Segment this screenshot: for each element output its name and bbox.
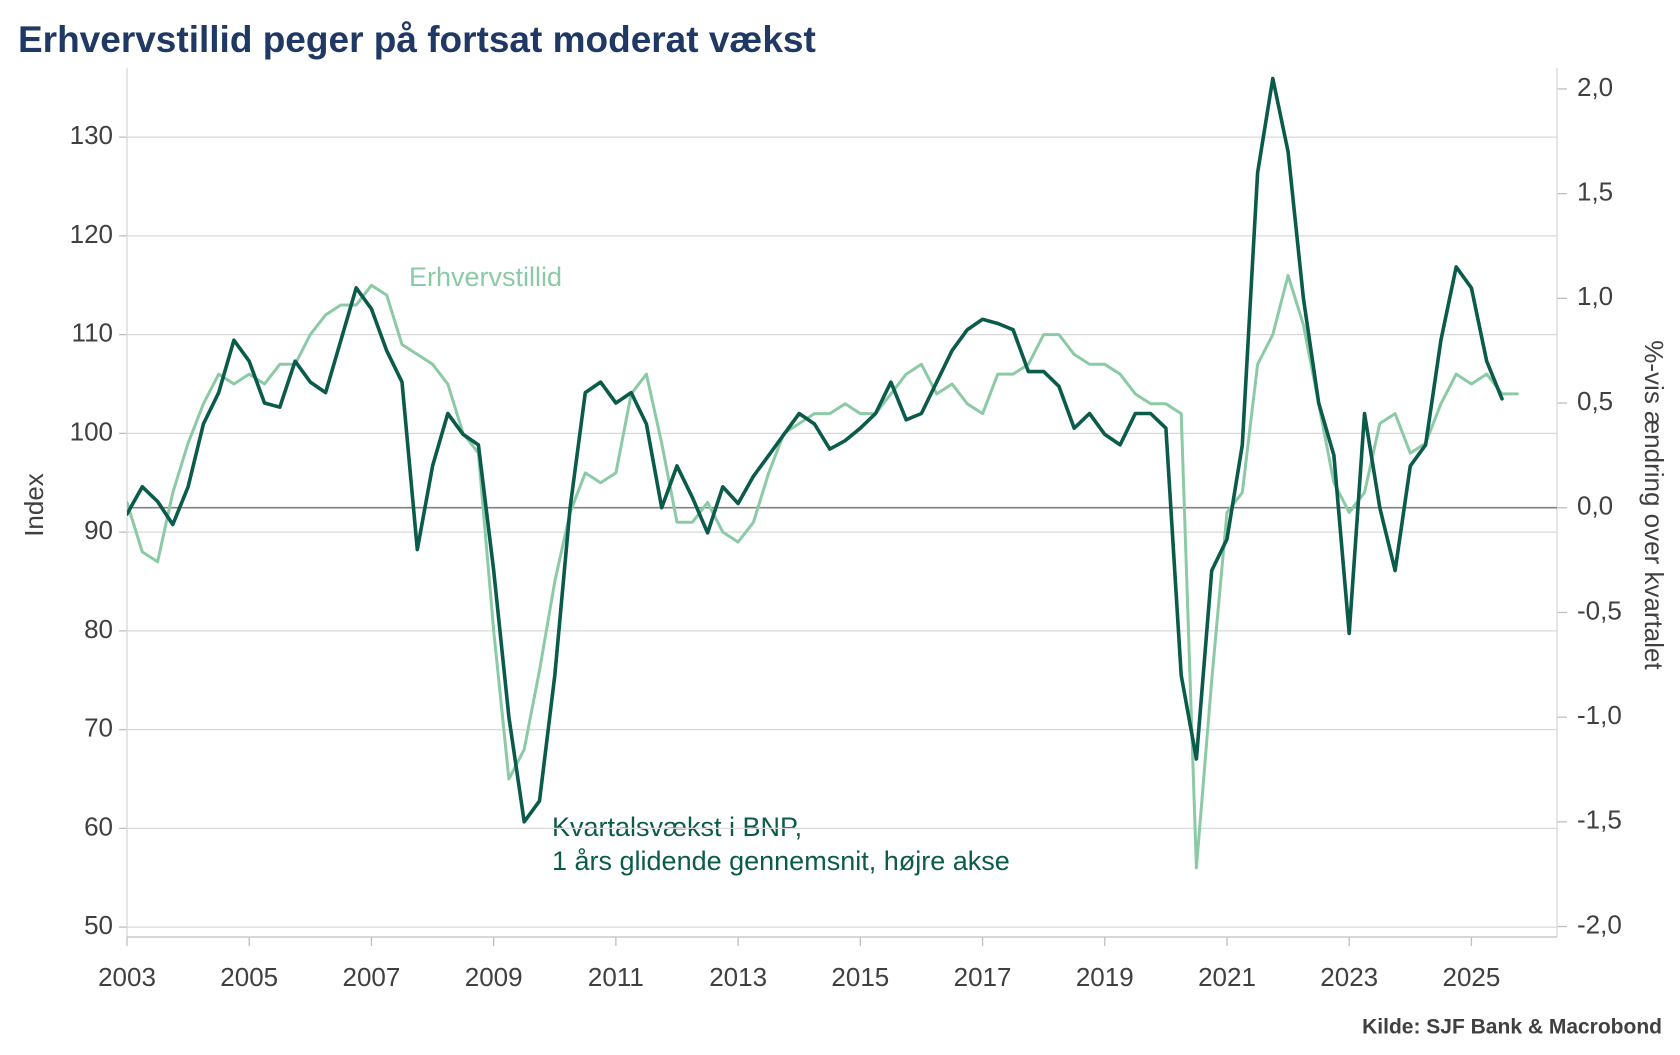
x-tick-label: 2003 — [98, 962, 156, 992]
annotation: Erhvervstillid — [409, 262, 562, 292]
chart-title: Erhvervstillid peger på fortsat moderat … — [18, 19, 816, 60]
x-tick-label: 2017 — [954, 962, 1012, 992]
y2-tick-label: -1,0 — [1577, 700, 1622, 730]
x-tick-label: 2021 — [1198, 962, 1256, 992]
y-tick-label: 60 — [84, 811, 113, 841]
x-tick-label: 2013 — [709, 962, 767, 992]
annotation: Kvartalsvækst i BNP, — [552, 812, 802, 842]
source: Kilde: SJF Bank & Macrobond — [1362, 1016, 1662, 1039]
x-tick-label: 2019 — [1076, 962, 1134, 992]
y-tick-label: 130 — [70, 120, 113, 150]
series-line — [127, 273, 1519, 870]
y2-tick-label: 2,0 — [1577, 72, 1613, 102]
x-tick-label: 2011 — [588, 962, 644, 992]
y-tick-label: 80 — [84, 614, 113, 644]
x-tick-label: 2015 — [831, 962, 889, 992]
x-tick-label: 2007 — [343, 962, 401, 992]
x-tick-label: 2023 — [1320, 962, 1378, 992]
y2-tick-label: -1,5 — [1577, 805, 1622, 835]
y-tick-label: 100 — [70, 416, 113, 446]
plot-area — [127, 76, 1519, 870]
y2-tick-label: 1,5 — [1577, 177, 1613, 207]
series-line — [127, 76, 1504, 824]
x-tick-label: 2009 — [465, 962, 523, 992]
y-tick-label: 50 — [84, 910, 113, 940]
x-tick-label: 2025 — [1443, 962, 1501, 992]
y2-tick-label: -0,5 — [1577, 595, 1622, 625]
y2-tick-label: -2,0 — [1577, 909, 1622, 939]
annotation: 1 års glidende gennemsnit, højre akse — [552, 846, 1010, 876]
y-axis-label: Index — [19, 473, 49, 537]
y2-tick-label: 0,0 — [1577, 491, 1613, 521]
y2-tick-label: 0,5 — [1577, 386, 1613, 416]
y-tick-label: 70 — [84, 713, 113, 743]
y2-tick-label: 1,0 — [1577, 281, 1613, 311]
y-tick-label: 90 — [84, 515, 113, 545]
y2-axis-label: %-vis ændring over kvartalet — [1639, 340, 1669, 670]
y-tick-label: 110 — [72, 318, 113, 348]
x-tick-label: 2005 — [220, 962, 278, 992]
y-tick-label: 120 — [70, 219, 113, 249]
